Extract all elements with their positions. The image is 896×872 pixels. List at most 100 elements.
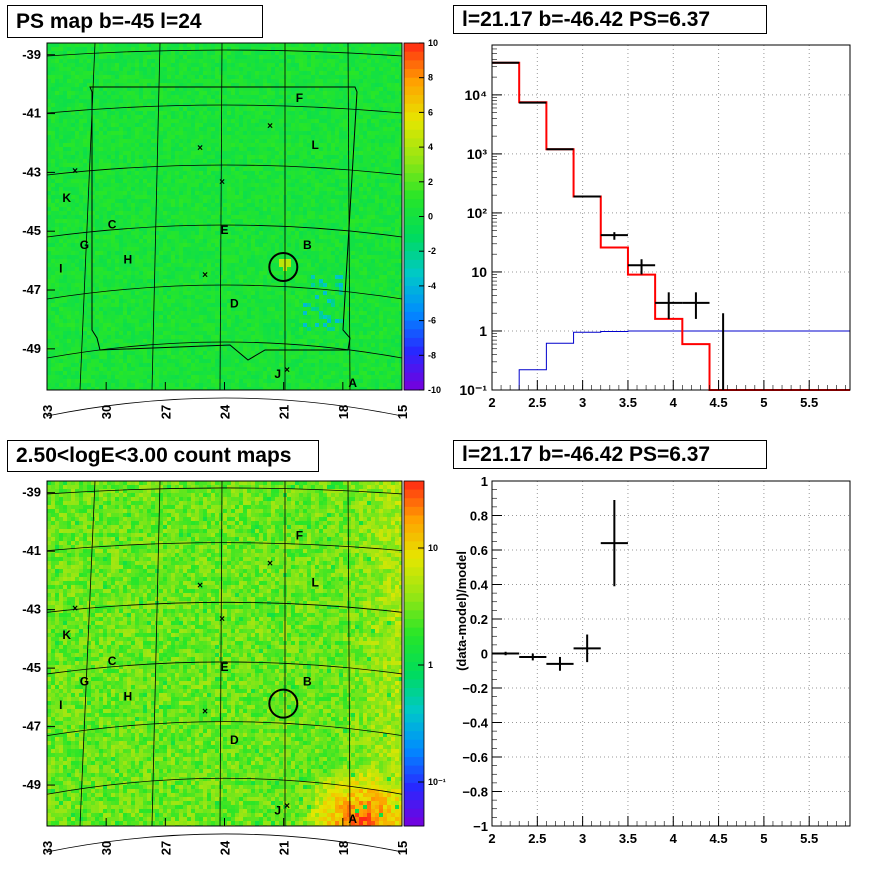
colorbar-segment	[404, 644, 424, 654]
source-cross: ×	[202, 707, 208, 718]
map-frame	[46, 42, 403, 391]
colorbar-segment	[404, 95, 424, 105]
colorbar-segment	[404, 372, 424, 382]
y-tick-label: -41	[22, 106, 41, 121]
colorbar-segment	[404, 311, 424, 322]
colorbar-segment	[404, 86, 424, 96]
source-label-D: D	[230, 297, 239, 311]
latitude-line	[46, 224, 403, 238]
colorbar-tick-label: 6	[428, 107, 433, 117]
colorbar-segment	[404, 696, 424, 706]
ps-map-overlay: F L K C E B G H I D J A × × × × × ×	[59, 91, 357, 390]
residual-title: l=21.17 b=-46.42 PS=6.37	[453, 440, 767, 469]
source-label-K: K	[62, 191, 71, 205]
map1-title: PS map b=-45 l=24	[7, 5, 263, 38]
colorbar-segment	[404, 277, 424, 287]
residual-grid	[492, 481, 850, 826]
roi-boundary	[89, 86, 358, 361]
longitude-line	[79, 42, 96, 391]
colorbar-tick-label: 0	[428, 212, 433, 222]
colorbar-segment	[404, 216, 424, 226]
source-label-I: I	[59, 698, 62, 712]
colorbar-segment	[404, 524, 424, 534]
colorbar-segment	[404, 765, 424, 775]
colorbar-segment	[404, 713, 424, 723]
colorbar-segment	[404, 757, 424, 767]
x-tick-label: 2	[488, 831, 495, 846]
spectrum-grid	[492, 45, 850, 390]
total-model-line	[492, 61, 850, 391]
x-tick-label: 4.5	[710, 395, 728, 410]
colorbar-segment	[404, 567, 424, 577]
x-tick-label: 27	[158, 405, 173, 419]
colorbar-segment	[404, 653, 424, 663]
latitude-line	[46, 487, 403, 495]
source-label-F: F	[296, 528, 303, 542]
count-map-overlay: F L K C E B G H I D J A × × × × × ×	[59, 528, 357, 826]
source-label-F: F	[296, 91, 303, 105]
x-tick-label: 18	[336, 405, 351, 419]
count-map-axes: -39 -41 -43 -45 -47 -49 33 30 27 24 21 18 15	[22, 480, 410, 855]
x-tick-label: 15	[395, 841, 410, 855]
colorbar-segment	[404, 112, 424, 122]
colorbar-segment	[404, 60, 424, 70]
colorbar-tick-label: -2	[428, 246, 436, 256]
count-map-coordinate-grid	[46, 480, 419, 853]
longitude-line	[219, 42, 223, 391]
x-tick-label: 3	[579, 831, 586, 846]
y-tick-label: -45	[22, 660, 41, 675]
x-tick-label: 2.5	[528, 831, 546, 846]
y-tick-label: −0.6	[462, 750, 488, 765]
source-cross: ×	[202, 270, 208, 281]
colorbar-frame	[403, 42, 425, 391]
colorbar-segment	[404, 506, 424, 516]
colorbar-segment	[404, 498, 424, 508]
colorbar-tick-label: 4	[428, 142, 433, 152]
colorbar-tick-label: 8	[428, 73, 433, 83]
source-label-K: K	[62, 628, 71, 642]
x-tick-label: 4.5	[710, 831, 728, 846]
source-cross: ×	[72, 166, 78, 177]
colorbar-segment	[404, 593, 424, 603]
longitude-line	[219, 480, 223, 827]
y-axis-label: (data-model)/model	[454, 551, 469, 671]
colorbar-segment	[404, 121, 424, 131]
y-tick-label: 0.4	[470, 578, 489, 593]
x-tick-label: 3.5	[619, 395, 637, 410]
source-cross: ×	[267, 121, 273, 132]
x-tick-label: 5	[760, 395, 767, 410]
source-cross: ×	[197, 143, 203, 154]
colorbar-segment	[404, 51, 424, 61]
latitude-line	[46, 104, 403, 114]
colorbar-segment	[404, 259, 424, 270]
colorbar-segment	[404, 515, 424, 525]
colorbar-segment	[404, 610, 424, 620]
source-label-D: D	[230, 733, 239, 747]
colorbar-segment	[404, 285, 424, 296]
colorbar-segment	[404, 103, 424, 113]
x-tick-label: 5.5	[800, 831, 818, 846]
y-tick-label: 10²	[467, 205, 488, 221]
latitude-line	[46, 601, 403, 613]
x-tick-label: 33	[40, 405, 55, 419]
y-tick-label: -39	[22, 485, 41, 500]
colorbar-segment	[404, 242, 424, 252]
source-label-J: J	[274, 367, 281, 381]
y-tick-label: 0.6	[470, 543, 488, 558]
longitude-line	[151, 480, 161, 827]
y-tick-label: -49	[22, 777, 41, 792]
spectrum-axes: 2 2.5 3 3.5 4 4.5 5 5.5 10⁻¹ 1 10 10² 10³ 10⁴	[459, 44, 851, 410]
map2-title: 2.50<logE<3.00 count maps	[7, 440, 319, 472]
latitude-line	[46, 542, 403, 552]
colorbar-segment	[404, 575, 424, 585]
colorbar-tick-label: 10⁻¹	[428, 777, 446, 787]
colorbar-segment	[404, 251, 424, 261]
colorbar-tick-label: -4	[428, 281, 436, 291]
y-tick-label: 1	[481, 474, 488, 489]
latitude-line	[46, 777, 403, 795]
colorbar-segment	[404, 679, 424, 689]
colorbar-segment	[404, 739, 424, 749]
colorbar-tick-label: 10	[428, 38, 438, 48]
